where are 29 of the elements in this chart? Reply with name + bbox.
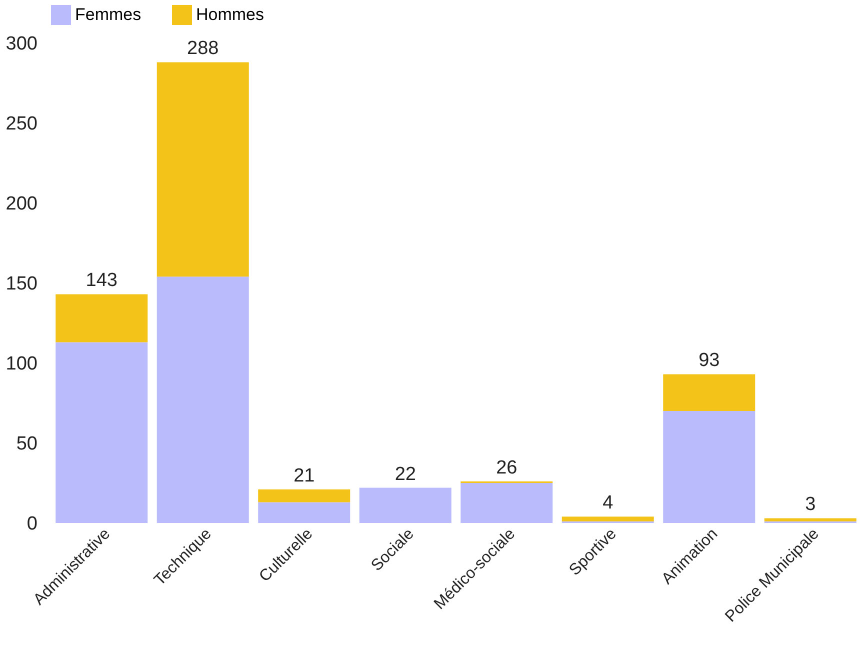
total-label: 288	[187, 38, 219, 60]
total-label: 93	[698, 350, 720, 372]
total-label: 26	[496, 457, 518, 478]
legend-label: Femmes	[75, 5, 142, 24]
bar	[460, 483, 553, 523]
y-tick-label: 0	[26, 514, 38, 534]
bar	[258, 489, 350, 502]
bar	[156, 62, 249, 277]
total-label: 3	[805, 494, 816, 516]
bar	[258, 502, 350, 523]
bar	[56, 294, 148, 342]
total-label: 143	[86, 270, 118, 292]
legend-label: Hommes	[196, 5, 264, 24]
total-label: 4	[602, 492, 614, 514]
total-label: 21	[294, 465, 315, 486]
bar	[359, 488, 452, 523]
bar	[663, 411, 756, 523]
y-tick-label: 250	[6, 114, 38, 134]
y-tick-label: 200	[6, 194, 38, 214]
y-tick-label: 50	[16, 434, 38, 454]
bar	[663, 374, 756, 411]
y-tick-label: 100	[6, 354, 38, 374]
bar	[764, 518, 856, 522]
bar	[156, 276, 249, 523]
bar	[562, 516, 654, 522]
total-label: 22	[394, 464, 416, 485]
y-tick-label: 300	[6, 34, 38, 54]
bar	[56, 342, 148, 523]
y-tick-label: 150	[6, 274, 38, 294]
